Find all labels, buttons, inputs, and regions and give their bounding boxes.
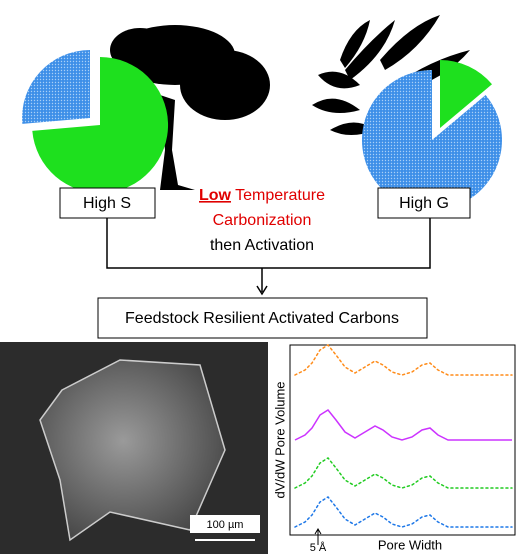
process-text: then Activation [210, 237, 314, 254]
pie-slice [440, 60, 492, 128]
pore-curves [294, 344, 513, 528]
pie-slice [22, 50, 90, 124]
curve [294, 496, 513, 528]
process-text: Carbonization [213, 212, 312, 229]
process-text: Temperature [235, 187, 325, 204]
x-axis-label: Pore Width [378, 537, 442, 552]
curve [294, 409, 512, 441]
label-box [97, 297, 428, 339]
connector [106, 218, 431, 296]
scale-bg [190, 515, 260, 533]
tree [110, 25, 270, 190]
box-label: Feedstock Resilient Activated Carbons [125, 310, 399, 327]
process-text: Low Temperature [199, 187, 325, 204]
marker-arrow [314, 528, 322, 545]
highlight: Low [199, 187, 232, 204]
y-axis-label: dV/dW Pore Volume [272, 381, 287, 498]
pie-slice [32, 56, 169, 193]
marker-label: 5 Å [310, 541, 327, 554]
curve [294, 344, 513, 376]
scale-label: 100 µm [207, 519, 244, 531]
label-box [377, 187, 471, 219]
curve [294, 457, 513, 489]
particle [39, 359, 226, 542]
pie-slice [361, 69, 502, 210]
box-label: High G [399, 195, 449, 212]
box-label: High S [83, 195, 131, 212]
